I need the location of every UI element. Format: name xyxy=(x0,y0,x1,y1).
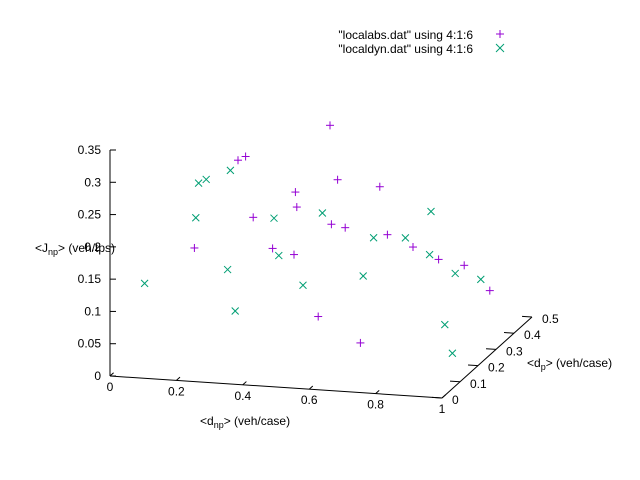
x-tick-mark xyxy=(308,385,314,390)
cross-point xyxy=(427,207,435,216)
y-tick-mark xyxy=(486,348,497,350)
x-tick-label: 0.6 xyxy=(301,393,318,407)
cross-point xyxy=(194,179,203,188)
x-tick-mark xyxy=(176,376,181,381)
y-axis-label: <dp> (veh/case) xyxy=(527,356,612,372)
plus-point xyxy=(292,203,301,212)
cross-point xyxy=(231,307,240,315)
tick-labels: 0 0.2 0.4 0.6 0.8 100.10.20.30.40.500.050.10.… xyxy=(78,143,559,416)
cross-point xyxy=(274,251,283,260)
z-axis-label: <Jnp> (veh/tps) xyxy=(35,241,115,257)
cross-point xyxy=(476,275,485,284)
y-tick-label: 0.3 xyxy=(506,344,523,358)
z-tick-label: 0 xyxy=(94,369,101,383)
plus-point xyxy=(291,188,300,197)
plus-point xyxy=(327,220,336,229)
y-tick-mark xyxy=(522,315,533,318)
plus-point xyxy=(375,182,384,191)
y-tick-label: 0.4 xyxy=(524,328,541,342)
y-tick-mark xyxy=(450,380,461,383)
plus-point xyxy=(249,213,258,222)
plus-point xyxy=(326,121,334,130)
cross-point xyxy=(223,265,232,274)
plus-point xyxy=(234,156,242,165)
plus-point xyxy=(314,312,323,321)
z-tick-label: 0.1 xyxy=(84,304,101,318)
y-tick-mark xyxy=(468,364,479,367)
x-tick-label: 0.4 xyxy=(234,389,251,403)
x-tick-mark xyxy=(242,381,247,386)
z-tick-label: 0.05 xyxy=(78,337,102,351)
legend-marker-cross xyxy=(495,43,505,53)
legend-marker-plus xyxy=(496,30,504,38)
x-tick-label: 1 xyxy=(439,402,446,416)
y-tick-label: 0.5 xyxy=(542,312,559,326)
cross-point xyxy=(270,214,278,223)
x-tick-mark xyxy=(375,389,380,394)
cross-point xyxy=(226,166,235,175)
plus-point xyxy=(409,243,417,252)
z-tick-label: 0.2 xyxy=(84,240,101,254)
legend: "localabs.dat" using 4:1:6 "localdyn.dat… xyxy=(338,28,505,56)
x-axis-label: <dnp> (veh/case) xyxy=(200,414,290,430)
cross-point xyxy=(401,233,410,242)
x-tick-label: 0 xyxy=(107,380,114,394)
plus-point xyxy=(485,286,494,295)
x-axis-line xyxy=(109,375,443,399)
plus-point xyxy=(190,243,199,252)
cross-point xyxy=(451,269,460,278)
y-tick-label: 0 xyxy=(452,393,459,407)
z-tick-label: 0.15 xyxy=(78,272,102,286)
plus-point xyxy=(290,250,298,259)
cross-point xyxy=(318,209,327,217)
cross-point xyxy=(440,320,449,329)
y-tick-mark xyxy=(504,332,515,334)
z-tick-label: 0.3 xyxy=(84,175,101,189)
plus-point xyxy=(356,338,365,347)
z-tick-label: 0.35 xyxy=(78,143,102,157)
z-tick-label: 0.25 xyxy=(78,208,102,222)
plus-point xyxy=(460,261,469,270)
cross-point xyxy=(140,279,149,288)
plus-point xyxy=(241,152,250,161)
x-tick-label: 0.8 xyxy=(367,398,384,412)
plus-point xyxy=(341,223,350,232)
data-points xyxy=(140,121,494,358)
y-tick-label: 0.1 xyxy=(470,377,487,391)
cross-point xyxy=(191,213,200,222)
series-2 xyxy=(140,166,485,358)
x-tick-label: 0.2 xyxy=(168,384,185,398)
legend-label-series-2: "localdyn.dat" using 4:1:6 xyxy=(338,42,473,56)
y-axis-line xyxy=(441,316,533,399)
cross-point xyxy=(448,349,457,358)
x-tick-mark xyxy=(441,394,446,399)
plus-point xyxy=(434,255,443,264)
plus-point xyxy=(333,175,342,184)
y-tick-label: 0.2 xyxy=(488,361,505,375)
y-tick-mark xyxy=(432,396,443,399)
cross-point xyxy=(202,175,211,184)
legend-label-series-1: "localabs.dat" using 4:1:6 xyxy=(338,28,473,42)
plus-point xyxy=(268,244,277,253)
x-tick-mark xyxy=(109,372,114,377)
cross-point xyxy=(425,250,434,259)
axes xyxy=(109,149,533,399)
cross-point xyxy=(299,281,307,290)
cross-point xyxy=(369,233,378,242)
plus-point xyxy=(383,230,392,239)
cross-point xyxy=(359,272,368,280)
series-1 xyxy=(190,121,494,347)
